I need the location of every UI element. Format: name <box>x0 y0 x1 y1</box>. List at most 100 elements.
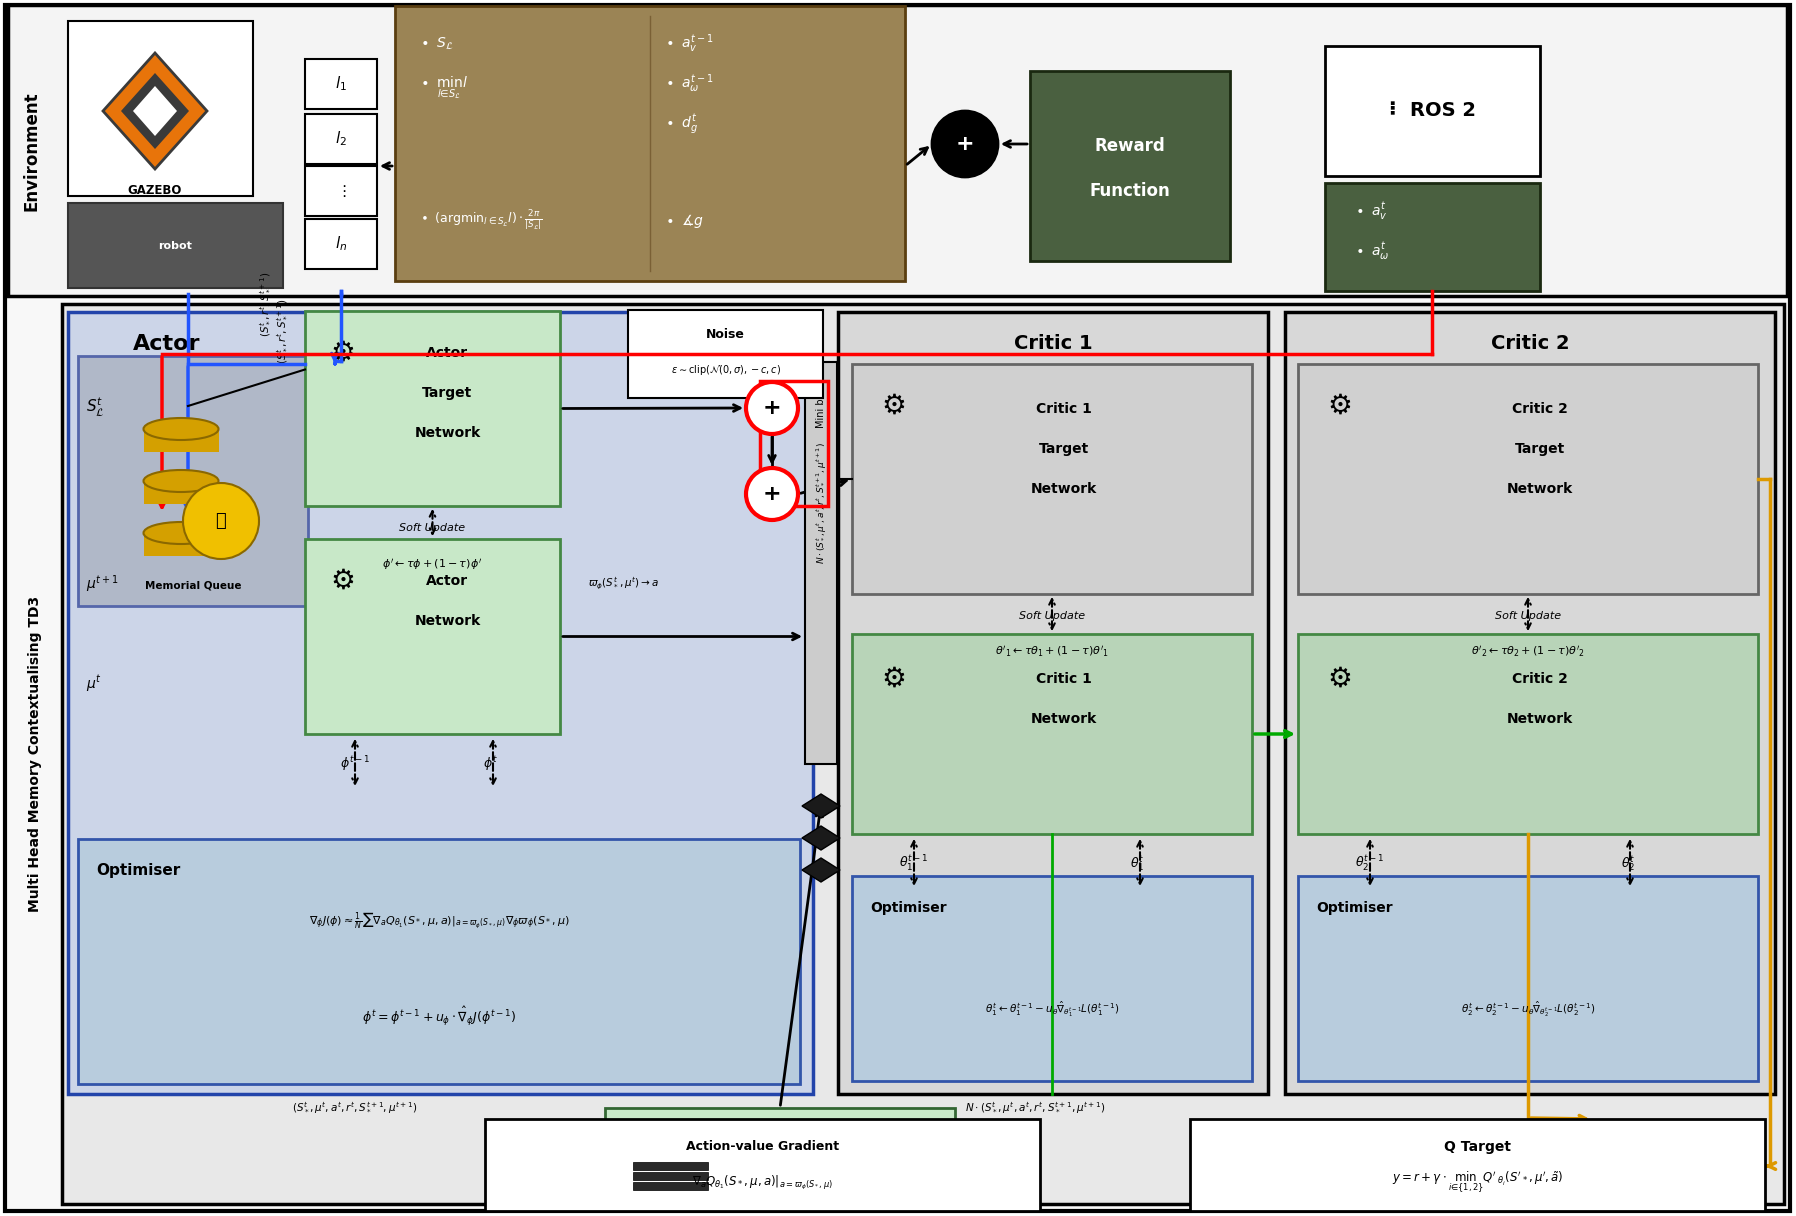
Text: Network: Network <box>1031 482 1097 496</box>
Text: $\bullet\;\; \min_{l \in S_{\mathcal{L}}} l$: $\bullet\;\; \min_{l \in S_{\mathcal{L}}… <box>420 74 469 101</box>
Text: ⚙: ⚙ <box>882 392 907 420</box>
Text: $\theta'_2 \leftarrow \tau\theta_2 + (1-\tau)\theta'_2$: $\theta'_2 \leftarrow \tau\theta_2 + (1-… <box>1471 644 1584 659</box>
Bar <box>1299 364 1758 593</box>
Text: +: + <box>955 134 973 154</box>
Text: Q Target: Q Target <box>1444 1141 1510 1154</box>
Text: Actor: Actor <box>426 574 469 589</box>
Text: $\theta_2^t \leftarrow \theta_2^{t-1} - u_\theta \hat{\nabla}_{\theta_2^{t-1}} L: $\theta_2^t \leftarrow \theta_2^{t-1} - … <box>1460 1000 1595 1019</box>
Text: Network: Network <box>1031 713 1097 726</box>
Text: $(S^t_*, r^t, S^{t+1}_*)$: $(S^t_*, r^t, S^{t+1}_*)$ <box>259 271 271 337</box>
Text: Reward: Reward <box>1094 137 1166 154</box>
Text: $l_n$: $l_n$ <box>334 235 347 253</box>
Text: $\theta_1^t \leftarrow \theta_1^{t-1} - u_\theta \hat{\nabla}_{\theta_1^{t-1}} L: $\theta_1^t \leftarrow \theta_1^{t-1} - … <box>984 1000 1119 1019</box>
Text: Noise: Noise <box>706 327 745 340</box>
Text: $\varepsilon \sim \mathrm{clip}(\mathcal{N}(0,\sigma),-c,c)$: $\varepsilon \sim \mathrm{clip}(\mathcal… <box>670 364 781 377</box>
Text: GAZEBO: GAZEBO <box>128 184 181 197</box>
Bar <box>77 839 799 1083</box>
Ellipse shape <box>144 522 219 544</box>
Text: $\theta_2^{t-1}$: $\theta_2^{t-1}$ <box>1356 854 1385 874</box>
Text: Target: Target <box>1514 441 1564 456</box>
Bar <box>7 5 1787 295</box>
Bar <box>851 876 1252 1081</box>
Text: Critic 1: Critic 1 <box>1036 672 1092 686</box>
Text: $\nabla_a Q_{\theta_1}(S_*, \mu, a)|_{a=\varpi_\phi(S_*,\mu)}$: $\nabla_a Q_{\theta_1}(S_*, \mu, a)|_{a=… <box>691 1173 833 1192</box>
Bar <box>305 167 377 216</box>
Text: Critic 2: Critic 2 <box>1491 334 1570 354</box>
Text: Optimiser: Optimiser <box>869 901 946 914</box>
Text: Critic 2: Critic 2 <box>1512 402 1568 416</box>
Text: $\bullet\;\; d_g^t$: $\bullet\;\; d_g^t$ <box>665 112 699 136</box>
Bar <box>305 60 377 109</box>
Text: ⚙: ⚙ <box>330 339 356 367</box>
Polygon shape <box>803 826 841 850</box>
Text: Action-value Gradient: Action-value Gradient <box>686 1141 839 1154</box>
Text: Actor: Actor <box>133 334 201 354</box>
Text: $y = r + \gamma \cdot \min_{i \in \{1,2\}} Q'_{\theta_i}(S'_*, \mu', \tilde{a})$: $y = r + \gamma \cdot \min_{i \in \{1,2\… <box>1392 1170 1563 1197</box>
Text: $\phi^t = \phi^{t-1} + u_\phi \cdot \hat{\nabla}_\phi J(\phi^{t-1})$: $\phi^t = \phi^{t-1} + u_\phi \cdot \hat… <box>361 1004 515 1028</box>
Text: $l_1$: $l_1$ <box>336 74 347 94</box>
Text: $\varpi'_\phi(S^{t+1}_*, \mu^{t+1}) \rightarrow \tilde{a}'$: $\varpi'_\phi(S^{t+1}_*, \mu^{t+1}) \rig… <box>630 356 731 372</box>
Text: $\theta'_1 \leftarrow \tau\theta_1 + (1-\tau)\theta'_1$: $\theta'_1 \leftarrow \tau\theta_1 + (1-… <box>995 644 1108 659</box>
Text: +: + <box>763 484 781 503</box>
Text: Network: Network <box>415 426 481 440</box>
Bar <box>144 427 219 452</box>
Text: ⚙: ⚙ <box>330 567 356 595</box>
Ellipse shape <box>745 468 797 520</box>
Bar <box>632 1162 708 1170</box>
Text: $\bullet\;\; S_{\mathcal{L}}$: $\bullet\;\; S_{\mathcal{L}}$ <box>420 35 453 52</box>
Text: Target: Target <box>422 385 472 400</box>
Bar <box>1029 71 1230 261</box>
Text: Network: Network <box>1507 713 1573 726</box>
Text: $\mu^{t+1}$: $\mu^{t+1}$ <box>86 573 119 595</box>
Text: Target: Target <box>1038 441 1088 456</box>
Text: $\bullet\;\; \measuredangle g$: $\bullet\;\; \measuredangle g$ <box>665 212 704 230</box>
Text: ⚙: ⚙ <box>1327 665 1352 693</box>
Text: $\phi^{t-1}$: $\phi^{t-1}$ <box>339 754 370 773</box>
Bar <box>144 531 219 556</box>
Bar <box>305 539 560 734</box>
Bar <box>1299 876 1758 1081</box>
Text: $\varpi_\phi(S^t_*, \mu^t) \rightarrow a$: $\varpi_\phi(S^t_*, \mu^t) \rightarrow a… <box>587 576 659 592</box>
Bar <box>1325 46 1539 176</box>
Text: $\nabla_\phi J(\phi) \approx \frac{1}{N}\sum \nabla_a Q_{\theta_1}(S_*, \mu, a)|: $\nabla_\phi J(\phi) \approx \frac{1}{N}… <box>309 911 569 931</box>
Text: Optimiser: Optimiser <box>1316 901 1392 914</box>
Bar <box>632 1182 708 1190</box>
Bar <box>63 304 1783 1204</box>
Text: Actor: Actor <box>426 347 469 360</box>
Text: $(S^t_*, \mu^t, a^t, r^t, S^{t+1}_*, \mu^{t+1})$: $(S^t_*, \mu^t, a^t, r^t, S^{t+1}_*, \mu… <box>293 1100 418 1115</box>
Bar <box>68 21 253 196</box>
Text: Soft Update: Soft Update <box>1018 610 1085 621</box>
Bar <box>485 1119 1040 1211</box>
Text: Critic 2: Critic 2 <box>1512 672 1568 686</box>
Polygon shape <box>133 86 178 136</box>
Text: $\phi' \leftarrow \tau\phi + (1-\tau)\phi'$: $\phi' \leftarrow \tau\phi + (1-\tau)\ph… <box>383 557 483 572</box>
Text: Network: Network <box>1507 482 1573 496</box>
Bar <box>1299 634 1758 834</box>
Polygon shape <box>102 54 207 169</box>
Text: Network: Network <box>415 614 481 627</box>
Text: $\theta_1^t$: $\theta_1^t$ <box>1130 855 1144 873</box>
Text: ⚙: ⚙ <box>882 665 907 693</box>
Polygon shape <box>120 73 189 150</box>
Text: Memorial Queue: Memorial Queue <box>145 581 241 591</box>
Text: ⏰: ⏰ <box>216 512 226 530</box>
Text: $(S^t_*, r^t, S^{t+1}_*)$: $(S^t_*, r^t, S^{t+1}_*)$ <box>275 298 289 364</box>
Bar <box>632 1172 708 1180</box>
Text: Critic 1: Critic 1 <box>1036 402 1092 416</box>
Ellipse shape <box>144 418 219 440</box>
Text: Optimiser: Optimiser <box>95 863 180 878</box>
Text: ⠇ ROS 2: ⠇ ROS 2 <box>1388 101 1476 120</box>
Bar <box>760 381 828 506</box>
Bar <box>1191 1119 1765 1211</box>
Text: Environment: Environment <box>23 91 41 210</box>
Bar <box>605 1108 955 1198</box>
Bar <box>305 114 377 164</box>
Bar <box>144 479 219 503</box>
Text: robot: robot <box>158 241 192 250</box>
Bar <box>851 634 1252 834</box>
Bar <box>305 311 560 506</box>
Bar <box>805 362 837 764</box>
Ellipse shape <box>745 382 797 434</box>
Text: Critic 1: Critic 1 <box>1013 334 1092 354</box>
Circle shape <box>183 483 259 559</box>
